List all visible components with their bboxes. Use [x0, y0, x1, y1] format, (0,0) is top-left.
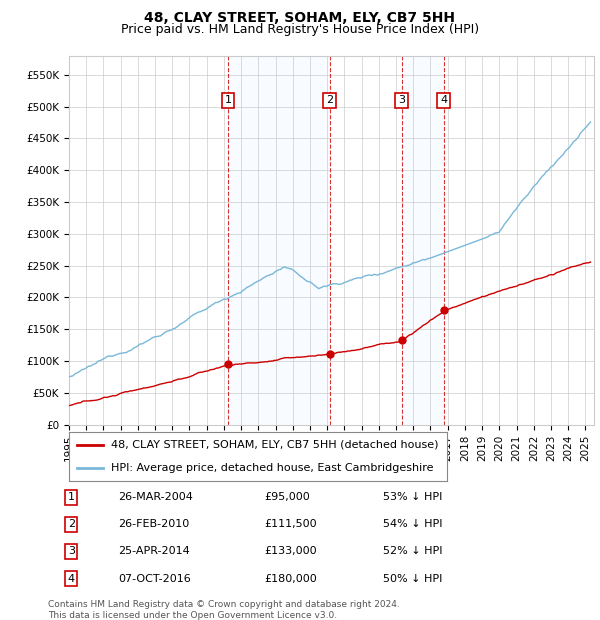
Text: 48, CLAY STREET, SOHAM, ELY, CB7 5HH: 48, CLAY STREET, SOHAM, ELY, CB7 5HH [145, 11, 455, 25]
Text: 2: 2 [68, 520, 75, 529]
Text: 26-MAR-2004: 26-MAR-2004 [118, 492, 193, 502]
Text: 54% ↓ HPI: 54% ↓ HPI [383, 520, 442, 529]
Text: 3: 3 [68, 546, 75, 556]
Text: £111,500: £111,500 [264, 520, 317, 529]
Text: 26-FEB-2010: 26-FEB-2010 [118, 520, 190, 529]
Text: £95,000: £95,000 [264, 492, 310, 502]
Text: 4: 4 [440, 95, 447, 105]
Text: 25-APR-2014: 25-APR-2014 [118, 546, 190, 556]
Text: 52% ↓ HPI: 52% ↓ HPI [383, 546, 442, 556]
Text: 53% ↓ HPI: 53% ↓ HPI [383, 492, 442, 502]
Bar [228, 56, 330, 425]
Text: 3: 3 [398, 95, 405, 105]
Text: £133,000: £133,000 [264, 546, 317, 556]
Text: HPI: Average price, detached house, East Cambridgeshire: HPI: Average price, detached house, East… [110, 463, 433, 473]
Text: 4: 4 [68, 574, 75, 583]
Text: 1: 1 [224, 95, 232, 105]
Text: £180,000: £180,000 [264, 574, 317, 583]
Text: 1: 1 [68, 492, 75, 502]
Text: Contains HM Land Registry data © Crown copyright and database right 2024.
This d: Contains HM Land Registry data © Crown c… [48, 600, 400, 619]
Bar [401, 56, 444, 425]
Text: Price paid vs. HM Land Registry's House Price Index (HPI): Price paid vs. HM Land Registry's House … [121, 23, 479, 36]
Text: 2: 2 [326, 95, 334, 105]
Text: 48, CLAY STREET, SOHAM, ELY, CB7 5HH (detached house): 48, CLAY STREET, SOHAM, ELY, CB7 5HH (de… [110, 440, 438, 450]
Text: 07-OCT-2016: 07-OCT-2016 [118, 574, 191, 583]
Text: 50% ↓ HPI: 50% ↓ HPI [383, 574, 442, 583]
